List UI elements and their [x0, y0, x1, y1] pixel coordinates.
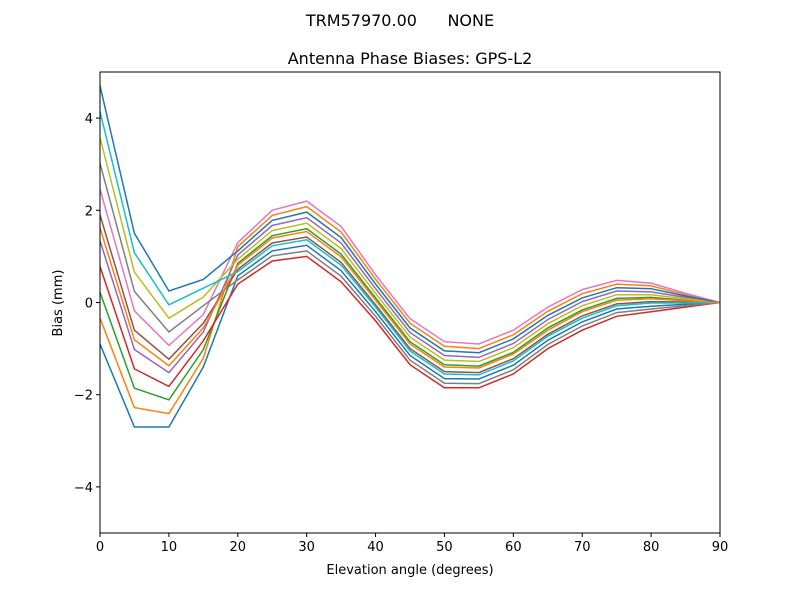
x-tick-label: 50	[436, 540, 453, 555]
series-line-s4	[100, 255, 720, 389]
x-tick-label: 30	[298, 540, 315, 555]
series-line-s2	[100, 205, 720, 415]
x-tick-label: 0	[96, 540, 104, 555]
x-tick-label: 20	[230, 540, 247, 555]
series-line-s5	[100, 216, 720, 374]
y-tick-label: −4	[74, 481, 93, 496]
series-line-s9	[100, 137, 720, 363]
series-lines	[100, 85, 720, 428]
axis-ticks: 0 10 20 30 40 50 60 70 80 90 −4 −2 0 2 4	[74, 112, 728, 555]
y-tick-label: 0	[85, 297, 93, 312]
series-line-s3	[100, 227, 720, 401]
y-tick-label: 4	[85, 112, 93, 127]
y-tick-label: 2	[85, 204, 93, 219]
plot-frame	[99, 71, 721, 534]
x-tick-label: 60	[505, 540, 522, 555]
series-line-s7	[100, 188, 720, 347]
series-line-s1	[100, 244, 720, 428]
x-tick-label: 40	[367, 540, 384, 555]
x-tick-label: 80	[643, 540, 660, 555]
x-tick-label: 90	[712, 540, 729, 555]
series-line-s10	[100, 111, 720, 376]
series-line-s12	[100, 227, 720, 369]
series-line-s8	[100, 163, 720, 385]
series-line-s11	[100, 85, 720, 354]
y-axis-label: Bias (mm)	[51, 270, 66, 337]
series-line-s6	[100, 214, 720, 374]
x-axis-label: Elevation angle (degrees)	[326, 563, 493, 578]
x-tick-label: 10	[161, 540, 178, 555]
chart-suptitle: TRM57970.00 NONE	[305, 11, 494, 30]
chart-title: Antenna Phase Biases: GPS-L2	[288, 49, 533, 68]
y-tick-label: −2	[74, 389, 93, 404]
x-tick-label: 70	[574, 540, 591, 555]
